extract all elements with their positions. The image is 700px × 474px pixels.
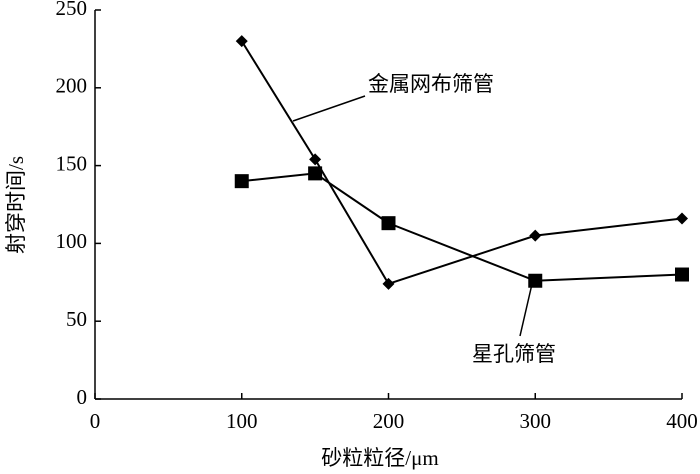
marker-square [381, 216, 396, 231]
marker-diamond [529, 229, 542, 242]
marker-square [308, 166, 323, 181]
marker-diamond [235, 35, 248, 48]
y-tick-label: 250 [56, 0, 88, 20]
y-tick-label: 0 [77, 385, 88, 409]
x-tick-label: 400 [666, 409, 698, 433]
x-tick-label: 0 [90, 409, 101, 433]
marker-diamond [382, 277, 395, 290]
y-tick-label: 100 [56, 229, 88, 253]
x-tick-label: 100 [226, 409, 258, 433]
marker-diamond [676, 212, 688, 225]
marker-diamond [309, 153, 322, 166]
annotation-leader [292, 95, 366, 122]
annotation: 金属网布筛管 [368, 72, 494, 96]
y-tick-label: 200 [56, 74, 88, 98]
marker-square [528, 273, 543, 288]
x-axis-label: 砂粒粒径/μm [321, 446, 438, 470]
y-tick-label: 150 [56, 151, 88, 175]
marker-square [675, 267, 689, 282]
y-tick-label: 50 [66, 307, 87, 331]
annotation-leader [519, 283, 533, 337]
annotation: 星孔筛管 [472, 342, 556, 366]
x-tick-label: 200 [373, 409, 405, 433]
marker-square [234, 174, 249, 189]
x-tick-label: 300 [520, 409, 552, 433]
y-axis-label: 射穿时间/s [4, 156, 28, 254]
